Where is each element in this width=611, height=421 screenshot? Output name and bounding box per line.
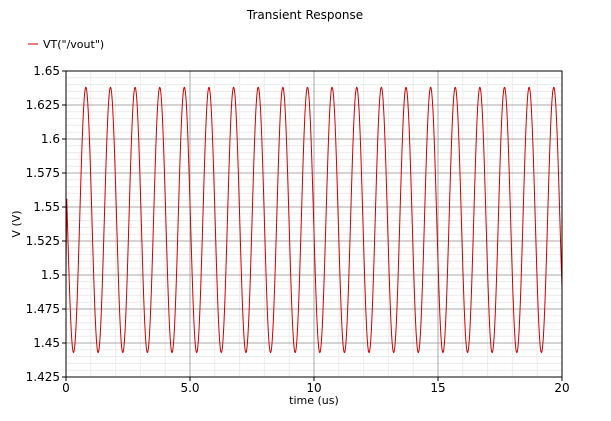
x-tick-label: 15 [430,381,445,395]
y-axis-label: V (V) [10,210,23,237]
x-tick-label: 10 [306,381,321,395]
chart-title: Transient Response [246,8,363,22]
x-axis-ticks: 0 5.0 10 15 20 [62,377,570,395]
y-tick-label: 1.475 [26,302,60,316]
y-tick-label: 1.55 [33,200,60,214]
x-tick-label: 20 [554,381,569,395]
y-tick-label: 1.425 [26,370,60,384]
y-tick-label: 1.5 [41,268,60,282]
y-tick-label: 1.625 [26,98,60,112]
x-tick-label: 0 [62,381,70,395]
x-tick-label: 5.0 [180,381,199,395]
y-tick-label: 1.45 [33,336,60,350]
legend: VT("/vout") [28,38,104,51]
y-tick-label: 1.575 [26,166,60,180]
y-axis-ticks: 1.425 1.45 1.475 1.5 1.525 1.55 1.575 1.6 1.625 1… [26,64,66,384]
x-axis-label: time (us) [289,394,339,407]
y-tick-label: 1.525 [26,234,60,248]
vout-series-line [65,86,563,354]
y-tick-label: 1.65 [33,64,60,78]
legend-label: VT("/vout") [43,38,104,51]
y-tick-label: 1.6 [41,132,60,146]
